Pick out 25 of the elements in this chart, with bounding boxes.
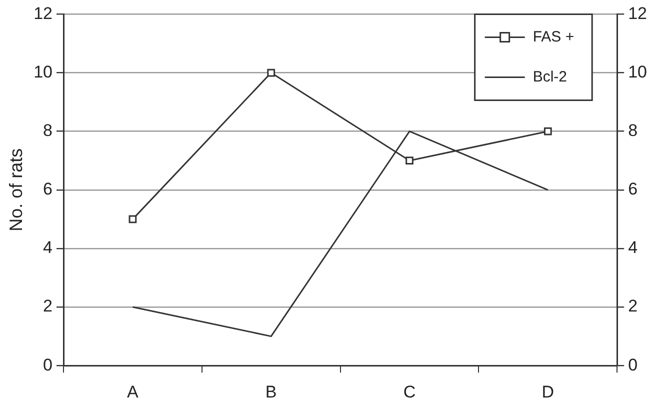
point — [406, 156, 414, 165]
y-tick-label: 6 — [43, 180, 53, 199]
y2-tick-label: 10 — [628, 62, 648, 82]
y2-tick-label: 0 — [628, 355, 638, 374]
y-tick-label: 8 — [43, 121, 53, 140]
y-tick-label: 0 — [43, 355, 53, 374]
y2-tick-label: 4 — [628, 238, 638, 258]
y-tick-label: 12 — [34, 4, 53, 23]
y-tick-label: 10 — [34, 62, 53, 82]
y-axis-title: No. of rats — [6, 148, 26, 232]
point — [544, 127, 552, 136]
point — [267, 68, 276, 77]
y-tick-label: 4 — [43, 238, 53, 258]
x-tick-label: A — [127, 382, 140, 402]
x-tick-label: C — [403, 382, 416, 402]
y2-tick-label: 2 — [628, 296, 638, 316]
y2-tick-label: 6 — [628, 180, 638, 199]
y-tick-label: 2 — [43, 296, 53, 316]
legend-label: FAS + — [532, 28, 574, 46]
y2-tick-label: 12 — [628, 4, 648, 23]
x-tick-label: D — [542, 382, 554, 402]
y2-tick-label: 8 — [628, 121, 638, 140]
x-tick-label: B — [265, 382, 277, 402]
point — [128, 215, 137, 224]
legend-label: Bcl-2 — [532, 68, 568, 86]
